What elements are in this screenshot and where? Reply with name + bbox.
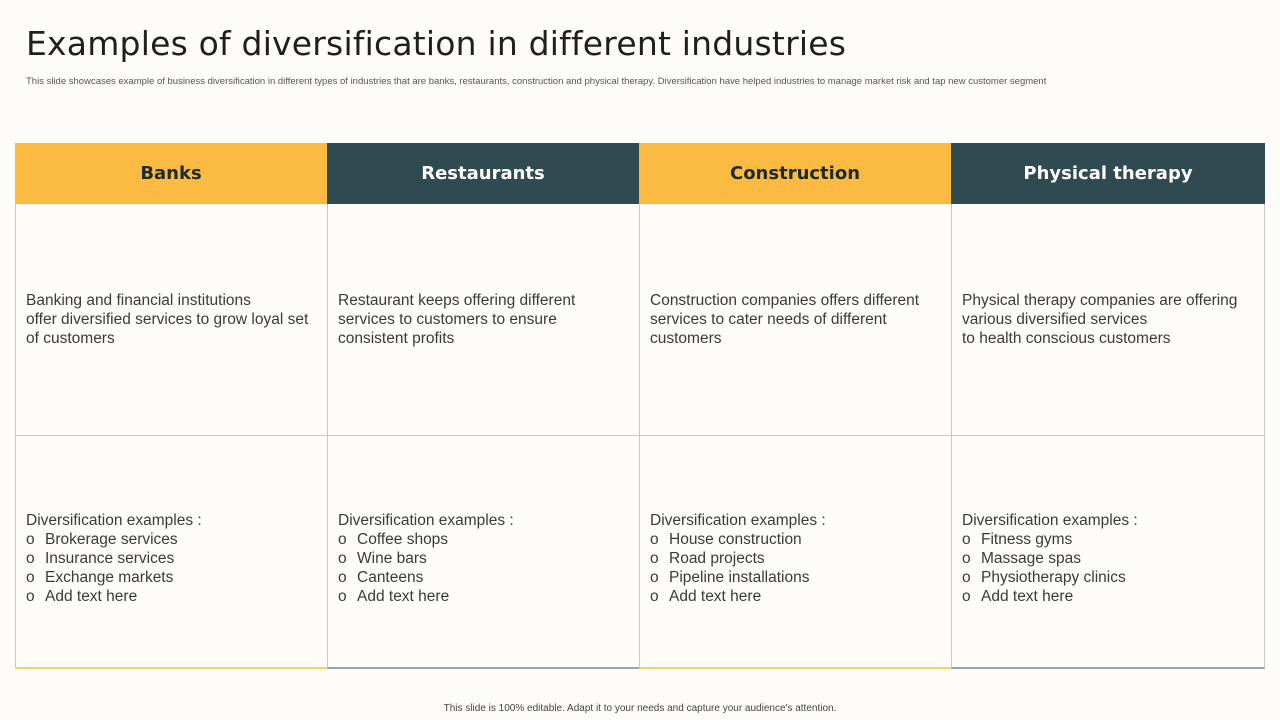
list-item: o Add text here: [26, 587, 202, 606]
list-item: o Fitness gyms: [962, 530, 1138, 549]
example-text: Exchange markets: [45, 569, 174, 586]
list-item: o House construction: [650, 530, 826, 549]
description-cell-restaurants: Restaurant keeps offering different serv…: [327, 204, 639, 436]
bullet-circle-icon: o: [26, 588, 35, 605]
list-item: o Physiotherapy clinics: [962, 568, 1138, 587]
example-text: Add text here: [45, 588, 138, 605]
examples-block: Diversification examples : o House constr…: [650, 511, 826, 606]
example-text: Coffee shops: [357, 531, 449, 548]
bullet-circle-icon: o: [338, 569, 347, 586]
examples-cell-physical-therapy: Diversification examples : o Fitness gyms…: [951, 436, 1265, 669]
examples-block: Diversification examples : o Fitness gyms…: [962, 511, 1138, 606]
bullet-circle-icon: o: [962, 550, 971, 567]
bullet-circle-icon: o: [962, 531, 971, 548]
example-text: House construction: [669, 531, 802, 548]
header-banks: Banks: [15, 143, 327, 204]
example-text: Add text here: [669, 588, 762, 605]
examples-cell-banks: Diversification examples : o Brokerage se…: [15, 436, 327, 669]
example-text: Add text here: [357, 588, 450, 605]
description-text: Construction companies offers different …: [650, 292, 920, 347]
description-cell-banks: Banking and financial institutions offer…: [15, 204, 327, 436]
description-text: Restaurant keeps offering different serv…: [338, 292, 576, 347]
examples-label: Diversification examples :: [650, 512, 826, 529]
examples-list: o Coffee shops o Wine bars o Canteens o Add …: [338, 530, 514, 606]
list-item: o Insurance services: [26, 549, 202, 568]
example-text: Wine bars: [357, 550, 427, 567]
examples-list: o Fitness gyms o Massage spas o Physiothera…: [962, 530, 1138, 606]
examples-label: Diversification examples :: [338, 512, 514, 529]
list-item: o Wine bars: [338, 549, 514, 568]
list-item: o Add text here: [338, 587, 514, 606]
bullet-circle-icon: o: [650, 550, 659, 567]
example-text: Brokerage services: [45, 531, 178, 548]
bullet-circle-icon: o: [962, 588, 971, 605]
examples-label: Diversification examples :: [26, 512, 202, 529]
examples-block: Diversification examples : o Brokerage se…: [26, 511, 202, 606]
bullet-circle-icon: o: [26, 531, 35, 548]
list-item: o Add text here: [650, 587, 826, 606]
example-text: Fitness gyms: [981, 531, 1073, 548]
header-restaurants: Restaurants: [327, 143, 639, 204]
examples-cell-construction: Diversification examples : o House constr…: [639, 436, 951, 669]
bullet-circle-icon: o: [650, 569, 659, 586]
bullet-circle-icon: o: [338, 588, 347, 605]
examples-block: Diversification examples : o Coffee shops…: [338, 511, 514, 606]
description-cell-construction: Construction companies offers different …: [639, 204, 951, 436]
list-item: o Coffee shops: [338, 530, 514, 549]
bullet-circle-icon: o: [338, 531, 347, 548]
bullet-circle-icon: o: [26, 569, 35, 586]
slide-footer: This slide is 100% editable. Adapt it to…: [443, 703, 837, 714]
bullet-circle-icon: o: [338, 550, 347, 567]
example-text: Add text here: [981, 588, 1074, 605]
examples-list: o House construction o Road projects o Pipe…: [650, 530, 826, 606]
examples-label: Diversification examples :: [962, 512, 1138, 529]
list-item: o Massage spas: [962, 549, 1138, 568]
example-text: Insurance services: [45, 550, 175, 567]
examples-list: o Brokerage services o Insurance services …: [26, 530, 202, 606]
list-item: o Canteens: [338, 568, 514, 587]
description-cell-physical-therapy: Physical therapy companies are offering …: [951, 204, 1265, 436]
list-item: o Exchange markets: [26, 568, 202, 587]
header-construction: Construction: [639, 143, 951, 204]
bullet-circle-icon: o: [650, 588, 659, 605]
list-item: o Pipeline installations: [650, 568, 826, 587]
list-item: o Add text here: [962, 587, 1138, 606]
list-item: o Road projects: [650, 549, 826, 568]
example-text: Physiotherapy clinics: [981, 569, 1126, 586]
example-text: Massage spas: [981, 550, 1081, 567]
bullet-circle-icon: o: [650, 531, 659, 548]
description-text: Physical therapy companies are offering …: [962, 292, 1238, 347]
slide-title: Examples of diversification in different…: [26, 24, 847, 63]
example-text: Canteens: [357, 569, 424, 586]
example-text: Road projects: [669, 550, 765, 567]
slide-subtitle: This slide showcases example of business…: [26, 76, 1047, 87]
industries-table: Banks Restaurants Construction Physical …: [15, 143, 1265, 669]
header-physical-therapy: Physical therapy: [951, 143, 1265, 204]
bullet-circle-icon: o: [26, 550, 35, 567]
bullet-circle-icon: o: [962, 569, 971, 586]
description-text: Banking and financial institutions offer…: [26, 292, 309, 347]
example-text: Pipeline installations: [669, 569, 810, 586]
examples-cell-restaurants: Diversification examples : o Coffee shops…: [327, 436, 639, 669]
list-item: o Brokerage services: [26, 530, 202, 549]
